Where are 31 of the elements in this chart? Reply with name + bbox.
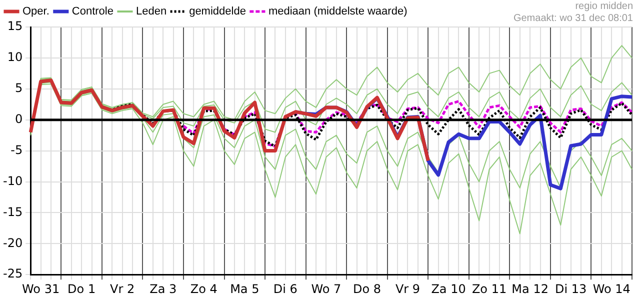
x-tick-label: Wo 7 [311, 282, 342, 296]
x-tick-label: Za 10 [431, 282, 466, 296]
y-tick-label: 15 [7, 19, 23, 34]
y-tick-label: 10 [7, 50, 23, 64]
x-tick-label: Wo 31 [22, 282, 60, 296]
x-tick-label: Vr 2 [110, 282, 135, 296]
legend-label: gemiddelde [189, 6, 246, 18]
x-tick-label: Ma 5 [230, 282, 260, 296]
y-tick-label: -5 [10, 142, 23, 157]
x-tick-label: Di 13 [555, 282, 587, 296]
y-tick-label: -15 [2, 204, 23, 219]
x-tick-label: Ma 12 [512, 282, 548, 296]
legend-label: mediaan (middelste waarde) [268, 6, 408, 18]
text: Gemaakt: wo 31 dec 08:01 [513, 12, 634, 24]
x-tick-label: Di 6 [273, 282, 298, 296]
y-tick-label: -20 [2, 236, 23, 250]
x-tick-label: Vr 9 [395, 282, 420, 296]
x-tick-label: Do 8 [352, 282, 381, 296]
y-tick-label: -25 [2, 266, 23, 281]
y-tick-label: 0 [14, 112, 23, 126]
x-tick-label: Za 3 [150, 282, 177, 296]
legend-label: Controle [72, 6, 114, 18]
x-tick-label: Zo 4 [190, 282, 218, 296]
legend-label: Leden [136, 6, 167, 18]
y-tick-label: -10 [2, 174, 23, 188]
text: regio midden [575, 0, 633, 12]
legend-label: Oper. [22, 6, 50, 18]
x-tick-label: Do 1 [68, 282, 96, 296]
x-tick-label: Wo 14 [592, 282, 630, 296]
x-tick-label: Zo 11 [472, 282, 507, 296]
y-tick-label: 5 [14, 81, 23, 96]
